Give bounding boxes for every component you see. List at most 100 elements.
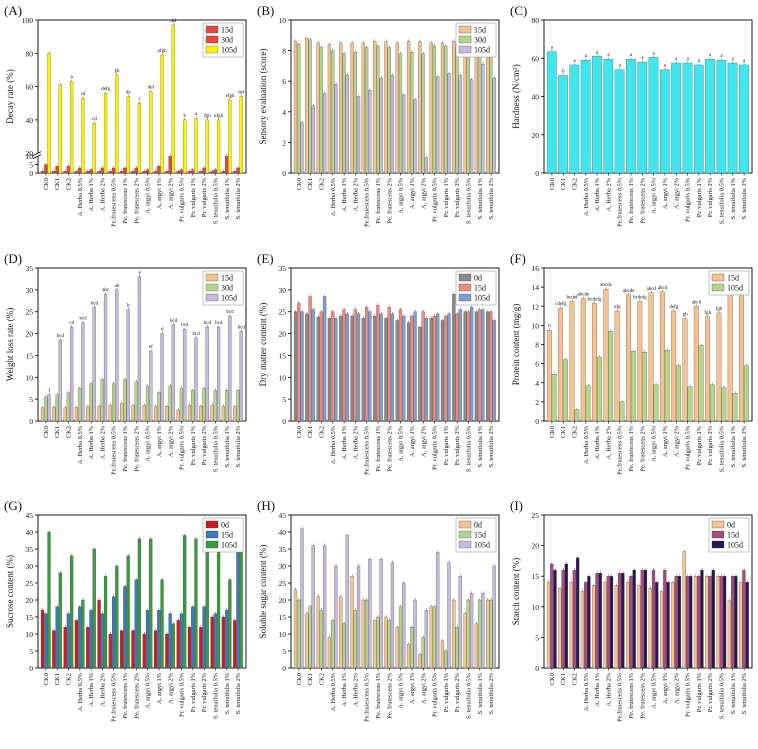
bar-F-s1-c4: [597, 356, 602, 422]
significance-label: fgh: [704, 311, 711, 316]
significance-label: b: [562, 69, 565, 74]
bar-D-s2-c12: [183, 329, 187, 422]
significance-label: f: [48, 389, 50, 394]
y-tick-label: 35: [26, 545, 34, 554]
bar-H-s1-c7: [376, 616, 380, 669]
bar-G-s1-c2: [66, 613, 70, 669]
bar-B-s1-c12: [432, 45, 437, 174]
bar-B-s1-c6: [364, 47, 369, 174]
bar-D-s0-c10: [153, 406, 158, 422]
x-tick-label: CK2: [319, 426, 326, 438]
bar-H-s2-c4: [345, 535, 349, 669]
significance-label: b: [127, 304, 130, 309]
bar-D-s1-c2: [66, 392, 70, 422]
x-tick-label: S. tenuifolia 1%: [477, 672, 484, 714]
significance-label: a: [630, 53, 633, 58]
bar-H-s0-c14: [452, 599, 456, 669]
legend-swatch: [711, 283, 725, 292]
panel-E: (E) 0 5 10 15 20 25 30 35 Dry matter content (%) C…: [257, 251, 500, 475]
x-tick-label: A. Herba 2%: [605, 425, 612, 459]
bar-E-s2-c13: [447, 313, 451, 422]
bar-E-s1-c0: [297, 302, 301, 422]
x-tick-label: Pe. frutescens 2%: [133, 425, 140, 471]
bar-H-s1-c9: [398, 606, 403, 669]
y-tick-label: 5: [29, 395, 33, 404]
x-tick-label: Pe.fruiescens 0.5%: [111, 672, 118, 721]
bar-A-s0-c2: [63, 171, 67, 174]
y-tick-label: 0: [29, 169, 33, 178]
significance-label: a: [709, 53, 712, 58]
bar-B-s0-c11: [418, 41, 422, 174]
bar-D-s0-c7: [120, 403, 124, 422]
x-tick-label: Pr. vulgaris 0.5%: [179, 177, 186, 222]
bar-E-s0-c17: [486, 311, 490, 422]
x-tick-label: Pr. vulgaris 0.5%: [685, 672, 692, 717]
bar-I-s0-c9: [648, 588, 652, 669]
legend-swatch: [458, 45, 472, 54]
bar-G-s0-c9: [142, 633, 146, 669]
bar-G-s2-c13: [194, 538, 198, 669]
bar-D-s2-c8: [137, 276, 142, 422]
bar-D-s0-c5: [97, 406, 101, 422]
x-tick-label: Pe.fruiescens 0.5%: [111, 425, 118, 474]
significance-label: b: [184, 114, 187, 119]
bar-A-s1-c5: [100, 167, 104, 174]
x-tick-label: Pr. vulgaris 1%: [190, 672, 197, 712]
bar-H-s0-c8: [384, 616, 388, 669]
x-tick-label: CK2: [66, 178, 73, 190]
bar-I-s2-c6: [621, 573, 625, 669]
bar-G-s1-c5: [100, 613, 104, 669]
bar-B-s0-c2: [316, 42, 320, 174]
y-axis-label: Starch content (%): [511, 558, 521, 625]
bar-A-s1-c8: [134, 167, 138, 174]
x-tick-label: A. Herba 2%: [352, 177, 359, 211]
bar-C-s0-c9: [648, 57, 659, 174]
x-tick-label: CK0: [43, 673, 50, 685]
x-tick-label: A. Herba 2%: [352, 425, 359, 459]
bar-I-s0-c13: [693, 576, 698, 669]
bar-G-s1-c1: [55, 606, 59, 669]
x-tick-label: Pr. vulgaris 1%: [696, 425, 703, 465]
y-tick-label: 5: [282, 647, 286, 656]
bar-I-s2-c16: [734, 576, 738, 669]
legend-entry: 0d: [727, 521, 735, 530]
bar-B-s1-c0: [297, 44, 301, 174]
x-tick-label: A. Herba 1%: [341, 672, 348, 706]
bar-G-s0-c6: [108, 633, 112, 669]
bar-A-s1-c11: [168, 156, 172, 174]
bar-A-s1-c3: [78, 167, 82, 174]
bar-E-s2-c3: [334, 318, 338, 422]
bar-A-s1-c15: [213, 169, 217, 174]
bar-F-s0-c13: [693, 306, 699, 422]
significance-label: bcd: [170, 319, 178, 324]
y-tick-label: 5: [282, 395, 286, 404]
bar-F-s1-c17: [743, 365, 749, 422]
x-tick-label: A. Herba 2%: [99, 177, 106, 211]
bar-B-s1-c4: [342, 53, 346, 174]
y-tick-label: 25: [26, 579, 34, 588]
x-tick-label: A. argyi 2%: [420, 425, 427, 457]
bar-F-s0-c4: [592, 303, 597, 422]
panel-label: (G): [4, 498, 22, 513]
bar-F-s0-c3: [580, 298, 586, 422]
bar-I-s1-c12: [685, 576, 690, 669]
y-tick-label: 12: [532, 302, 540, 311]
legend-entry: 15d: [474, 284, 486, 293]
y-tick-label: 20: [26, 596, 34, 605]
bar-H-s2-c16: [481, 593, 485, 669]
significance-label: ab: [115, 284, 120, 289]
bar-G-s0-c17: [233, 620, 237, 669]
significance-label: fgh: [204, 114, 211, 119]
x-tick-label: CK0: [296, 426, 303, 438]
x-tick-label: Pe.fruiescens 0.5%: [364, 425, 371, 474]
legend-entry: 105d: [474, 541, 490, 550]
bar-E-s1-c14: [455, 313, 459, 422]
bar-E-s2-c5: [356, 313, 361, 422]
bar-D-s2-c15: [216, 326, 221, 422]
bar-G-s2-c11: [171, 623, 175, 669]
bar-D-s0-c17: [233, 406, 237, 422]
x-tick-label: CK0: [549, 673, 556, 685]
x-tick-label: A. argyi 2%: [673, 672, 680, 704]
bar-G-s0-c10: [153, 630, 158, 669]
